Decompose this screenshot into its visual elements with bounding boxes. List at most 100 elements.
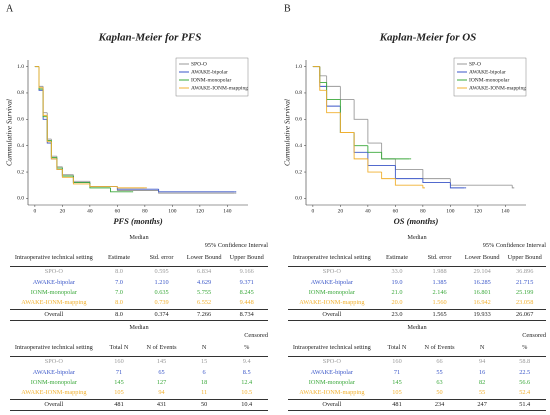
survival-step xyxy=(326,90,341,114)
survival-step xyxy=(56,158,63,170)
header-row: Intraoperative technical setting Estimate… xyxy=(288,250,546,267)
y-axis-label: Cummulative Survival xyxy=(283,99,292,166)
stats-table: Median Censored Intraoperative technical s… xyxy=(10,324,268,411)
cell: 0.374 xyxy=(140,308,183,321)
cell: IONM-monopolar xyxy=(308,288,355,296)
y-tick-label: 1.0 xyxy=(17,64,24,70)
survival-step xyxy=(353,132,368,153)
survival-step xyxy=(319,66,327,77)
table-title: Median xyxy=(407,324,427,331)
survival-step xyxy=(42,86,48,114)
group-row: 95% Confidence Interval xyxy=(288,242,546,250)
column-header: N xyxy=(182,340,226,357)
cell: Overall xyxy=(10,308,98,321)
survival-step xyxy=(339,112,355,133)
cell: 66 xyxy=(436,358,443,366)
table-row: AWAKE-bipolar 7.0 1.210 4.629 9.371 xyxy=(10,277,268,287)
survival-step xyxy=(353,132,368,147)
cell xyxy=(288,242,376,250)
y-tick-label: 0.6 xyxy=(295,117,302,123)
survival-step xyxy=(339,99,355,133)
cell: AWAKE-IONM-mapping xyxy=(21,299,87,307)
group-row: Censored xyxy=(10,332,268,340)
table-row: Overall 8.0 0.374 7.266 8.734 xyxy=(10,308,268,321)
survival-step xyxy=(89,183,118,187)
cell: 94 xyxy=(478,358,486,366)
cell: SPO-O xyxy=(44,268,63,276)
table: 95% Confidence Interval Intraoperative te… xyxy=(10,242,268,321)
table-row: Overall 481 234 247 51.4 xyxy=(288,398,546,411)
legend-label: AWAKE-bipolar xyxy=(469,69,506,75)
table-row: SPO-O 33.0 1.988 29.104 36.896 xyxy=(288,267,546,278)
cell: 6 xyxy=(202,368,206,376)
table: Censored Intraoperative technical setting… xyxy=(10,332,268,411)
cell: 8.0 xyxy=(97,308,141,321)
cell: Overall xyxy=(288,398,376,411)
stats-table: Median Censored Intraoperative technical s… xyxy=(288,324,546,411)
header-row: Intraoperative technical setting Estimate… xyxy=(10,250,268,267)
survival-step xyxy=(116,186,145,189)
y-tick-label: 0.4 xyxy=(17,143,24,149)
cell: 10.4 xyxy=(225,398,268,411)
column-header: Intraoperative technical setting xyxy=(10,340,98,357)
cell: AWAKE-bipolar xyxy=(32,278,75,286)
y-tick-label: 0.2 xyxy=(17,169,24,175)
survival-step xyxy=(89,181,118,187)
survival-step xyxy=(72,177,90,185)
x-tick-label: 60 xyxy=(393,208,399,214)
cell: SPO-O xyxy=(44,358,63,366)
header-row: Intraoperative technical setting Total N N… xyxy=(10,340,268,357)
cell xyxy=(376,332,419,340)
x-tick-label: 0 xyxy=(312,208,315,214)
column-header: Estimate xyxy=(375,250,419,267)
panel-label: A xyxy=(6,3,14,14)
cell: 33.0 xyxy=(391,268,403,276)
cell: 145 xyxy=(114,378,124,386)
survival-step xyxy=(422,169,451,180)
cell: 10.5 xyxy=(241,389,253,397)
survival-step xyxy=(50,140,57,158)
cell: 160 xyxy=(114,358,124,366)
cell: 23.058 xyxy=(516,299,534,307)
table-row: AWAKE-IONM-mapping 105 50 55 52.4 xyxy=(288,388,546,399)
survival-step xyxy=(326,75,341,87)
survival-step xyxy=(367,119,382,144)
x-tick-label: 140 xyxy=(501,208,510,214)
table-row: IONM-monopolar 145 63 82 56.6 xyxy=(288,378,546,388)
table-row: AWAKE-bipolar 19.0 1.385 16.285 21.715 xyxy=(288,277,546,287)
cell: 145 xyxy=(392,378,402,386)
cell: 8.5 xyxy=(242,368,251,376)
legend-label: SP-O xyxy=(469,61,481,67)
table: 95% Confidence Interval Intraoperative te… xyxy=(288,242,546,321)
cell: 12.4 xyxy=(241,378,253,386)
survival-step xyxy=(319,66,327,91)
y-tick-label: 0.6 xyxy=(17,117,24,123)
survival-step xyxy=(116,186,159,191)
cell: 16.942 xyxy=(473,299,491,307)
cell: IONM-monopolar xyxy=(30,378,77,386)
cell: 105 xyxy=(114,389,124,397)
cell: 105 xyxy=(392,389,402,397)
x-tick-label: 100 xyxy=(168,208,177,214)
column-header: Total N xyxy=(97,340,141,357)
cell: 234 xyxy=(418,398,461,411)
x-tick-label: 20 xyxy=(60,208,66,214)
survival-step xyxy=(61,166,74,176)
table-row: AWAKE-bipolar 71 55 16 22.5 xyxy=(288,367,546,377)
cell: 16.285 xyxy=(473,278,491,286)
x-tick-label: 100 xyxy=(446,208,455,214)
cell: Overall xyxy=(288,308,376,321)
table-row: IONM-monopolar 7.0 0.635 5.755 8.245 xyxy=(10,288,268,298)
survival-step xyxy=(422,185,425,189)
survival-step xyxy=(319,66,327,83)
cell: 29.104 xyxy=(473,268,491,276)
group-header: 95% Confidence Interval xyxy=(482,242,546,249)
column-header: Intraoperative technical setting xyxy=(10,250,98,267)
cell xyxy=(376,242,419,250)
cell: 145 xyxy=(156,358,167,366)
survival-step xyxy=(46,112,52,140)
column-header: N of Events xyxy=(418,340,461,357)
cell: 16 xyxy=(478,368,486,376)
cell: 247 xyxy=(460,398,504,411)
cell: 4.629 xyxy=(197,278,212,286)
